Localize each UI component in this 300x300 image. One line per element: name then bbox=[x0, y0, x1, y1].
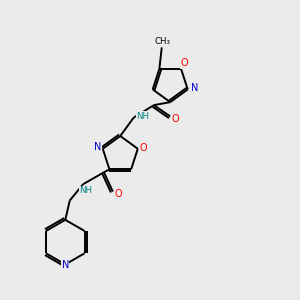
Text: O: O bbox=[172, 114, 179, 124]
Text: NH: NH bbox=[136, 112, 149, 121]
Text: N: N bbox=[61, 260, 69, 270]
Text: CH₃: CH₃ bbox=[154, 37, 170, 46]
Text: N: N bbox=[190, 83, 198, 93]
Text: O: O bbox=[139, 143, 147, 153]
Text: NH: NH bbox=[80, 186, 92, 195]
Text: O: O bbox=[114, 189, 122, 199]
Text: N: N bbox=[94, 142, 101, 152]
Text: O: O bbox=[180, 58, 188, 68]
